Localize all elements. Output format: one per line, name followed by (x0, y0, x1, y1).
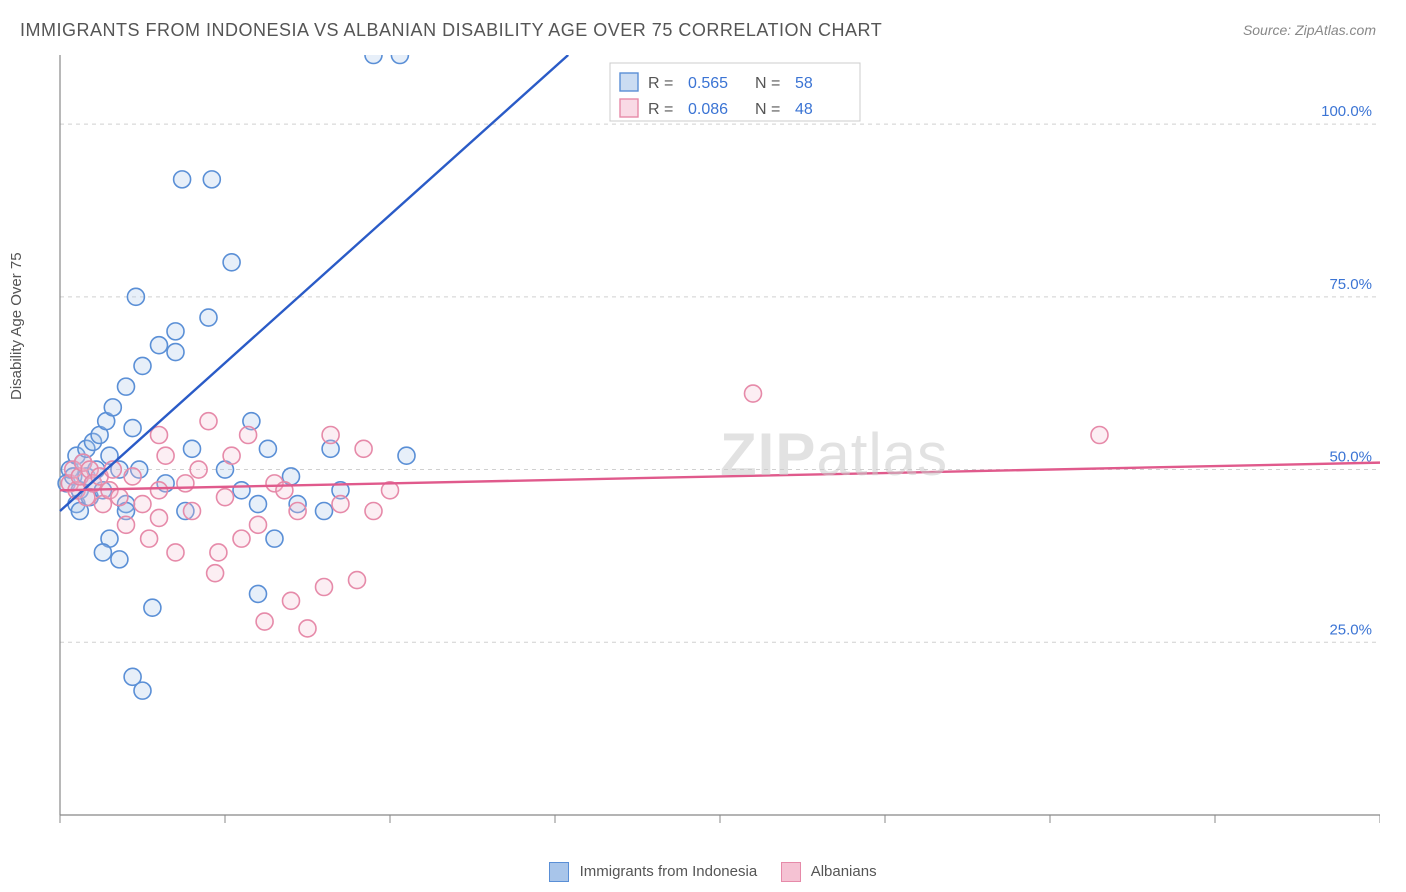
svg-text:100.0%: 100.0% (1321, 103, 1372, 120)
legend-label-albanians: Albanians (811, 863, 877, 880)
svg-text:58: 58 (795, 75, 813, 92)
svg-text:R =: R = (648, 101, 673, 118)
chart-title: IMMIGRANTS FROM INDONESIA VS ALBANIAN DI… (20, 20, 882, 41)
svg-text:N =: N = (755, 75, 780, 92)
svg-text:48: 48 (795, 101, 813, 118)
svg-text:N =: N = (755, 101, 780, 118)
svg-text:R =: R = (648, 75, 673, 92)
bottom-legend: Immigrants from Indonesia Albanians (0, 862, 1406, 882)
y-axis-title: Disability Age Over 75 (8, 252, 25, 400)
chart-area: 25.0%50.0%75.0%100.0%0.0%40.0%R =0.565N … (50, 55, 1380, 825)
svg-text:0.086: 0.086 (688, 101, 728, 118)
svg-text:0.565: 0.565 (688, 75, 728, 92)
svg-text:25.0%: 25.0% (1329, 621, 1372, 638)
svg-text:75.0%: 75.0% (1329, 276, 1372, 293)
legend-swatch-albanians (781, 862, 801, 882)
scatter-chart-svg: 25.0%50.0%75.0%100.0%0.0%40.0%R =0.565N … (50, 55, 1380, 825)
source-attribution: Source: ZipAtlas.com (1243, 22, 1376, 38)
legend-label-indonesia: Immigrants from Indonesia (580, 863, 758, 880)
legend-swatch-indonesia (549, 862, 569, 882)
